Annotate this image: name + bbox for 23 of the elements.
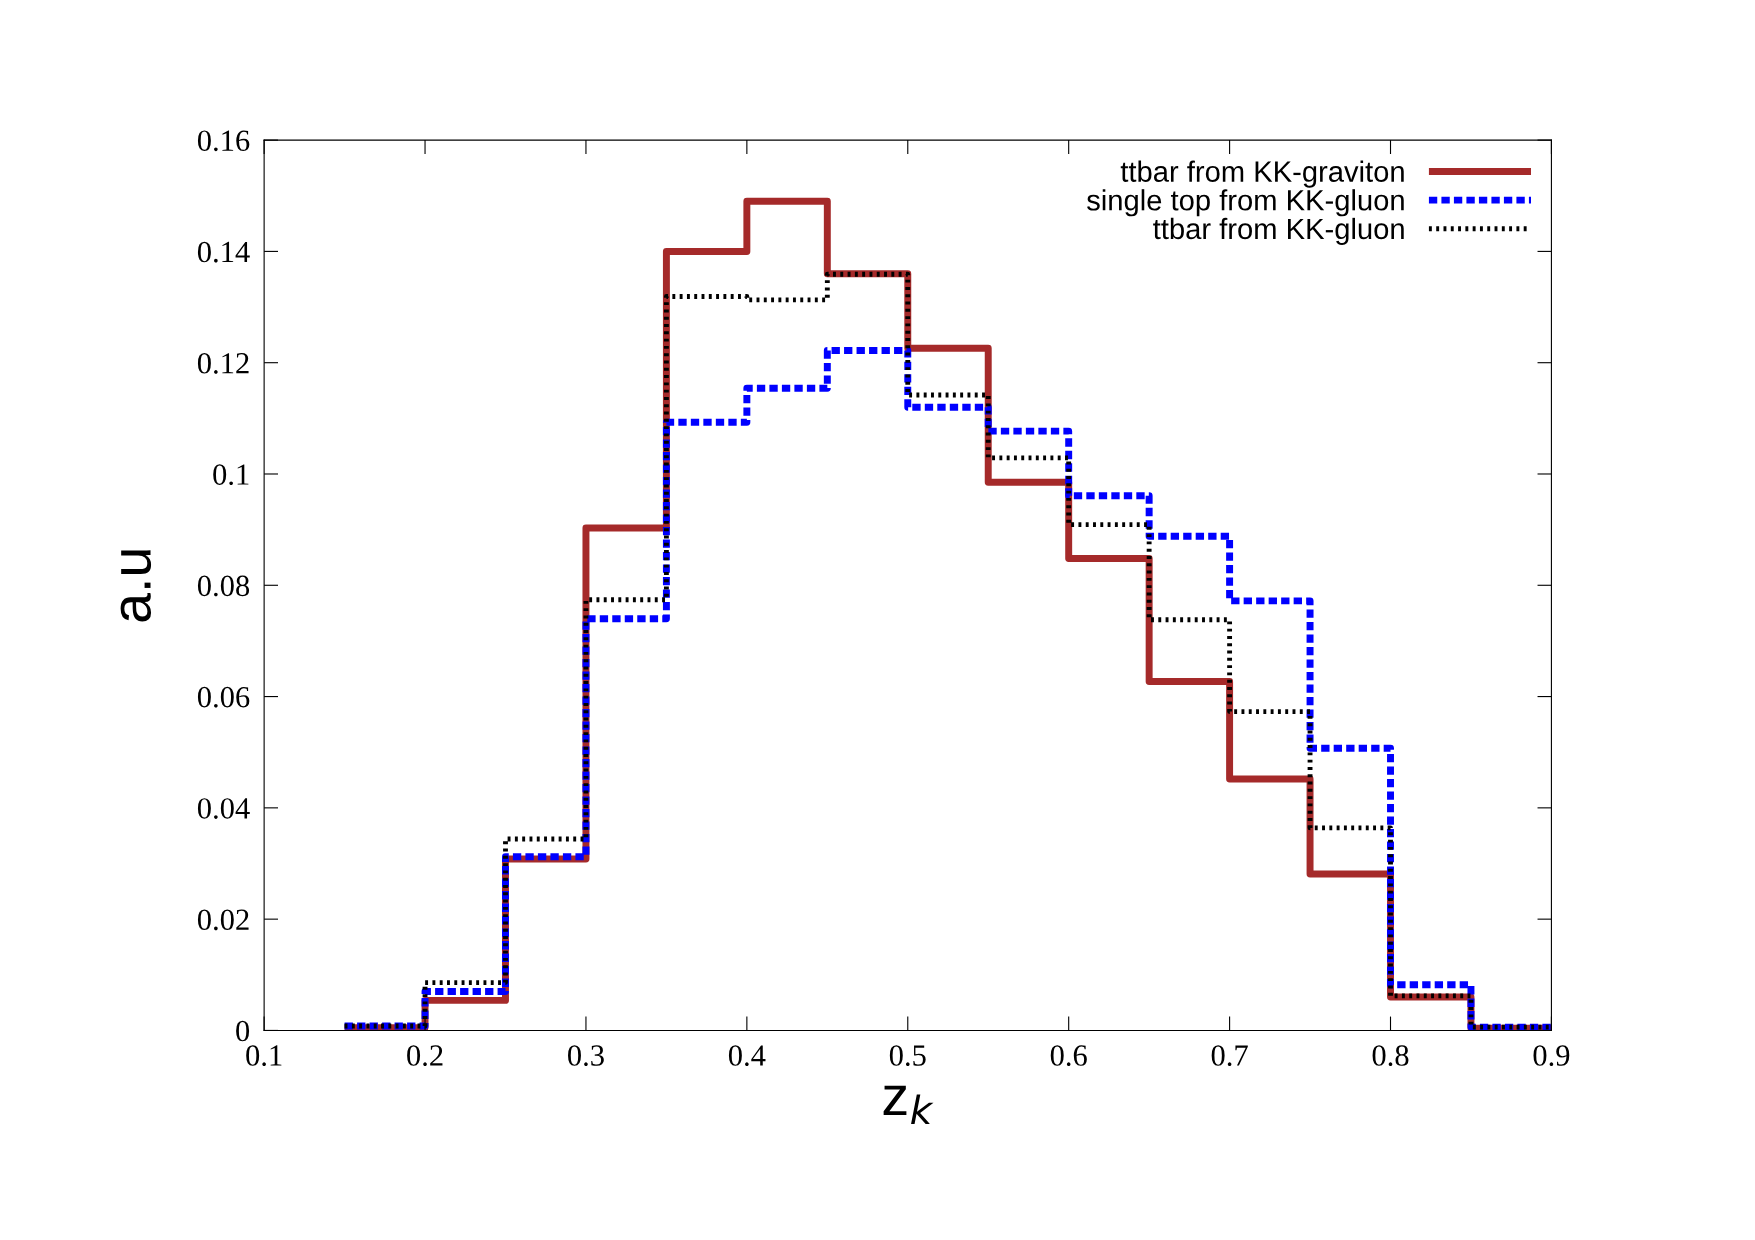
legend-label: ttbar from KK-graviton [1120, 160, 1404, 188]
x-tick-label: 0.2 [407, 1045, 443, 1066]
y-tick-label: 0.16 [197, 130, 250, 152]
legend-label: ttbar from KK-gluon [1153, 217, 1404, 246]
legend-label: single top from KK-gluon [1087, 189, 1404, 217]
x-tick-label: 0.6 [1050, 1045, 1087, 1066]
y-tick-label: 0.1 [213, 464, 249, 486]
x-tick-label: 0.8 [1372, 1045, 1409, 1066]
y-tick-label: 0 [236, 1020, 250, 1042]
x-tick-label: 0.1 [246, 1045, 282, 1066]
x-tick-label: 0.9 [1533, 1045, 1570, 1066]
x-tick-label: 0.3 [568, 1045, 604, 1066]
x-tick-label: 0.5 [889, 1045, 926, 1066]
y-tick-label: 0.12 [197, 352, 249, 374]
y-axis-title: a.u [120, 550, 152, 622]
x-axis-title: z$_{k}$ [883, 1085, 934, 1125]
y-tick-label: 0.14 [197, 241, 250, 263]
x-tick-label: 0.7 [1211, 1045, 1248, 1066]
y-tick-label: 0.06 [197, 686, 250, 708]
y-tick-label: 0.02 [197, 909, 249, 931]
y-tick-label: 0.04 [197, 798, 250, 819]
y-tick-label: 0.08 [197, 575, 250, 597]
x-tick-label: 0.4 [728, 1045, 766, 1066]
